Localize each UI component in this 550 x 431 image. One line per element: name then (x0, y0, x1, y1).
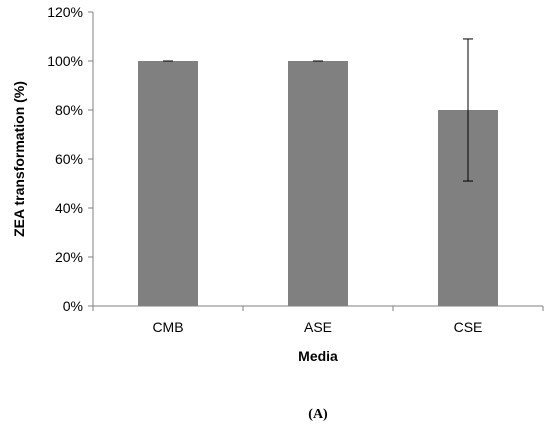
x-axis-title: Media (298, 348, 338, 364)
y-tick-label: 100% (47, 53, 83, 69)
bars (138, 61, 498, 306)
y-tick-label: 80% (55, 102, 83, 118)
error-bars (163, 38, 473, 182)
bar-ase (288, 61, 348, 306)
y-tick-label: 60% (55, 151, 83, 167)
y-tick-label: 120% (47, 4, 83, 20)
y-axis-title: ZEA transformation (%) (11, 81, 27, 237)
y-tick-label: 40% (55, 200, 83, 216)
y-tick-label: 20% (55, 249, 83, 265)
x-tick-label-ase: ASE (304, 319, 332, 335)
x-tick-label-cse: CSE (454, 319, 483, 335)
bar-cmb (138, 61, 198, 306)
x-axis-ticks (92, 306, 544, 311)
panel-label: (A) (308, 407, 328, 422)
y-axis-ticks: 0% 20% 40% 60% 80% 100% 120% (47, 4, 93, 314)
x-tick-label-cmb: CMB (152, 319, 183, 335)
error-bar-cse (463, 38, 473, 182)
x-axis-tick-labels: CMB ASE CSE (152, 319, 482, 335)
y-tick-label: 0% (63, 298, 83, 314)
